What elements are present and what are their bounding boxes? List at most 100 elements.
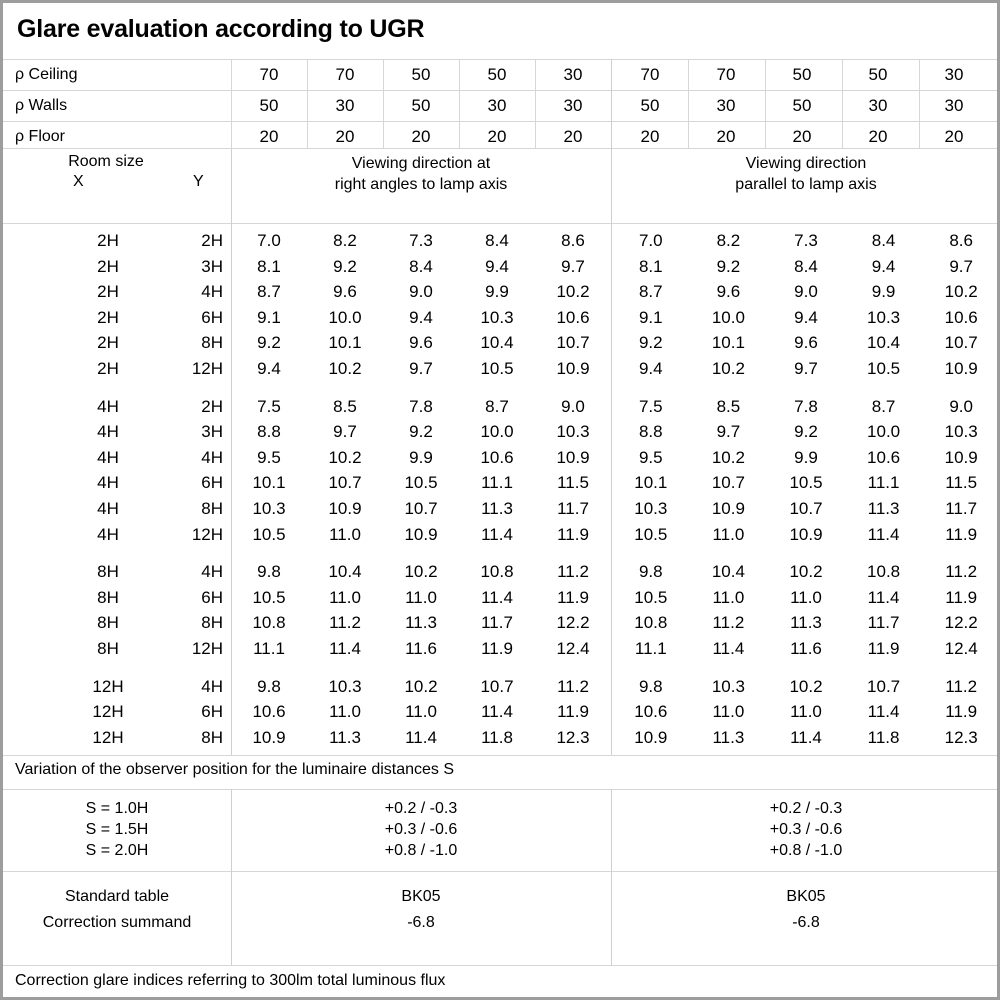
room-size-y: 8H [201,727,223,747]
cell: 50 [411,65,431,84]
cell: 11.4 [405,727,437,747]
cell: 10.0 [867,422,901,442]
cell: 12.2 [944,613,978,633]
column-divider [383,59,384,149]
vd-line2: parallel to lamp axis [735,176,877,193]
cell: 12.2 [556,613,590,633]
cell: 9.2 [409,422,433,442]
ugr-values-parallel: 10.8 11.2 11.3 11.7 12.2 [612,610,1000,636]
ugr-values-perpendicular: 10.3 10.9 10.7 11.3 11.7 [231,496,611,522]
ugr-values-parallel: 9.2 10.1 9.6 10.4 10.7 [612,330,1000,356]
cell: 11.2 [945,676,978,696]
column-divider [535,59,536,149]
table-row: 4H 2H 7.5 8.5 7.8 8.7 9.0 7.5 8.5 7.8 8.7 9.0 [3,394,997,420]
cell: 8.4 [871,231,896,250]
room-size-x: 4H [97,447,119,467]
cell: 10.9 [404,524,438,544]
cell: 11.6 [790,639,822,658]
room-size-y-label: Y [193,173,204,190]
ugr-values-parallel: 10.9 11.3 11.4 11.8 12.3 [612,725,1000,751]
column-divider-halves [611,59,612,755]
cell: 7.3 [794,231,818,250]
cell: 11.2 [557,676,589,696]
cell: 70 [259,65,279,84]
room-size-x-label: X [73,173,84,190]
variation-value: +0.2 / -0.3 [384,800,458,817]
room-size-y: 2H [201,396,223,416]
divider [3,121,997,122]
room-size-x: 4H [97,499,119,518]
room-size-x: 2H [97,359,119,378]
cell: 10.7 [789,499,823,518]
cell: 10.4 [867,333,901,353]
cell: 10.1 [328,333,362,353]
ugr-values-perpendicular: 10.5 11.0 11.0 11.4 11.9 [231,585,611,611]
cell: 11.4 [790,727,822,747]
cell: 7.5 [638,396,663,416]
ugr-values-parallel: 10.1 10.7 10.5 11.1 11.5 [612,470,1000,496]
row-label-rho-walls: ρ Walls [15,97,68,114]
room-size-y: 4H [201,676,223,696]
room-size-x: 2H [97,256,119,276]
ugr-values-perpendicular: 9.2 10.1 9.6 10.4 10.7 [231,330,611,356]
cell: 12.4 [944,639,978,658]
cell: 9.7 [794,359,818,378]
divider [3,148,997,149]
cell: 11.1 [634,639,667,658]
room-size-y: 2H [201,231,223,250]
standard-value: -6.8 [407,914,435,931]
cell: 20 [944,127,964,146]
variation-labels: S = 1.0H S = 1.5H S = 2.0H [3,798,231,861]
ugr-values-parallel: 9.8 10.3 10.2 10.7 11.2 [612,674,1000,700]
cell: 11.4 [867,524,900,544]
table-row: 8H 8H 10.8 11.2 11.3 11.7 12.2 10.8 11.2 11.3 11.7… [3,610,997,636]
variation-value: +0.8 / -1.0 [384,842,458,859]
cell: 9.0 [409,282,433,302]
cell: 9.2 [257,333,281,353]
cell: 9.4 [485,256,509,276]
cell: 10.2 [944,282,978,302]
ugr-values-perpendicular: 10.8 11.2 11.3 11.7 12.2 [231,610,611,636]
room-size-y: 4H [201,282,223,302]
cell: 30 [944,96,964,115]
cell: 7.5 [257,396,281,416]
cell: 10.5 [404,473,438,493]
cell: 8.1 [638,256,663,276]
table-row: 2H 4H 8.7 9.6 9.0 9.9 10.2 8.7 9.6 9.0 9.9 10.2 [3,279,997,305]
table-row: 8H 12H 11.1 11.4 11.6 11.9 12.4 11.1 11.4 11.6 11.… [3,636,997,662]
page-title: Glare evaluation according to UGR [17,15,425,43]
column-divider [459,59,460,149]
cell: 9.5 [257,447,281,467]
cell: 30 [335,96,355,115]
vd-line1: Viewing direction at [351,155,491,172]
cell: 10.4 [328,562,362,582]
cell: 11.7 [867,613,900,633]
ugr-values-perpendicular: 11.1 11.4 11.6 11.9 12.4 [231,636,611,662]
cell: 10.2 [556,282,590,302]
cell: 11.1 [253,639,285,658]
cell: 50 [868,65,888,84]
table-row: 4H 12H 10.5 11.0 10.9 11.4 11.9 10.5 11.0 10.9 11.… [3,522,997,548]
cell: 11.0 [790,587,822,607]
cell: 11.2 [945,562,978,582]
ugr-values-perpendicular: 9.4 10.2 9.7 10.5 10.9 [231,356,611,382]
rho-ceiling-values: 70 70 50 50 30 70 70 50 50 30 [231,60,992,90]
cell: 10.3 [556,422,590,442]
viewing-direction-parallel: Viewing direction parallel to lamp axis [612,153,1000,195]
divider [3,59,997,60]
cell: 9.8 [638,676,663,696]
cell: 10.7 [328,473,362,493]
room-size-x: 12H [92,702,124,722]
room-size-y: 6H [201,473,223,493]
cell: 20 [563,127,583,146]
cell: 11.3 [712,727,745,747]
table-row: 12H 4H 9.8 10.3 10.2 10.7 11.2 9.8 10.3 10.2 10.7 1… [3,674,997,700]
cell: 11.3 [867,499,900,518]
table-row: 8H 6H 10.5 11.0 11.0 11.4 11.9 10.5 11.0 11.0 11.4… [3,585,997,611]
cell: 50 [487,65,507,84]
viewing-direction-perpendicular: Viewing direction at right angles to lam… [231,153,611,195]
cell: 10.6 [556,307,590,327]
cell: 8.5 [333,396,357,416]
cell: 11.5 [945,473,978,493]
room-size-x: 12H [92,676,124,696]
